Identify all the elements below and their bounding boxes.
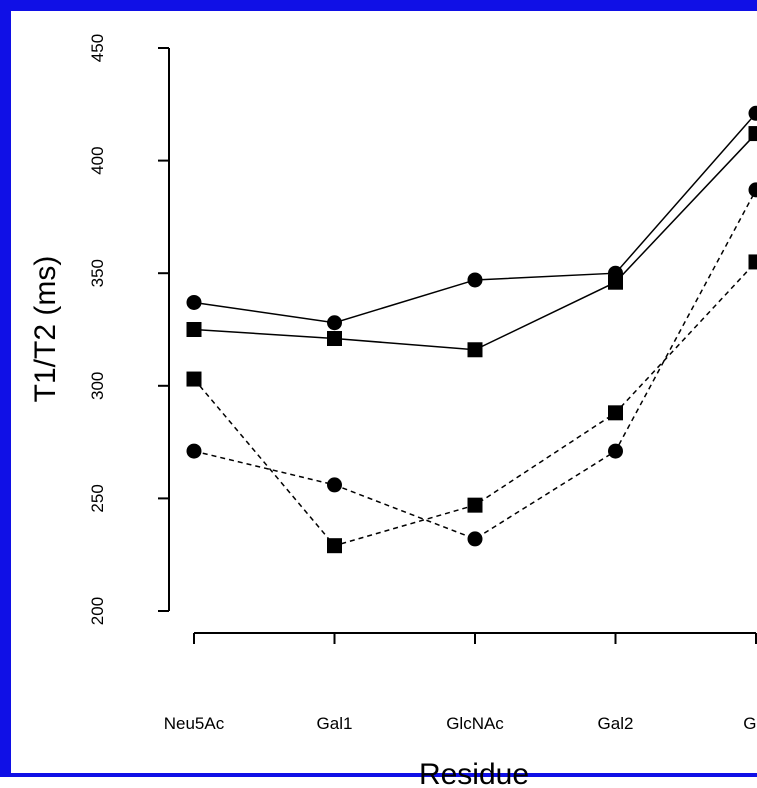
x-tick-label: Glc	[743, 714, 757, 733]
data-point-square	[468, 498, 483, 513]
data-point-circle	[608, 444, 623, 459]
data-point-square	[187, 372, 202, 387]
x-tick-label: Gal1	[317, 714, 353, 733]
data-point-circle	[468, 272, 483, 287]
y-tick-label: 200	[88, 597, 107, 625]
chart-canvas: 200 250 300 350 400 450 Neu5Ac Gal1 GlcNAc Gal2 G…	[11, 11, 757, 788]
series-line	[194, 113, 756, 322]
data-point-square	[327, 331, 342, 346]
data-point-circle	[327, 477, 342, 492]
data-point-square	[468, 342, 483, 357]
y-tick-label: 250	[88, 484, 107, 512]
data-point-circle	[327, 315, 342, 330]
data-point-circle	[749, 182, 757, 197]
data-point-square	[608, 405, 623, 420]
y-tick-label: 400	[88, 146, 107, 174]
x-axis-label: Residue	[419, 758, 529, 788]
data-point-square	[749, 254, 757, 269]
x-tick-label: GlcNAc	[446, 714, 504, 733]
data-point-square	[187, 322, 202, 337]
series-line	[194, 134, 756, 350]
data-point-circle	[468, 531, 483, 546]
y-axis: 200 250 300 350 400 450	[88, 34, 169, 625]
series-3	[187, 254, 757, 553]
y-tick-label: 350	[88, 259, 107, 287]
data-point-square	[327, 538, 342, 553]
x-axis: Neu5Ac Gal1 GlcNAc Gal2 Glc	[164, 633, 757, 733]
series-line	[194, 190, 756, 539]
data-point-square	[749, 126, 757, 141]
data-point-circle	[187, 444, 202, 459]
data-point-circle	[749, 106, 757, 121]
series-1	[187, 106, 757, 330]
x-tick-label: Gal2	[598, 714, 634, 733]
x-tick-label: Neu5Ac	[164, 714, 225, 733]
y-tick-label: 450	[88, 34, 107, 62]
data-point-circle	[187, 295, 202, 310]
data-point-square	[608, 275, 623, 290]
y-tick-label: 300	[88, 372, 107, 400]
y-axis-label: T1/T2 (ms)	[29, 256, 62, 403]
series-layer	[187, 106, 757, 553]
series-4	[187, 182, 757, 546]
series-2	[187, 126, 757, 357]
